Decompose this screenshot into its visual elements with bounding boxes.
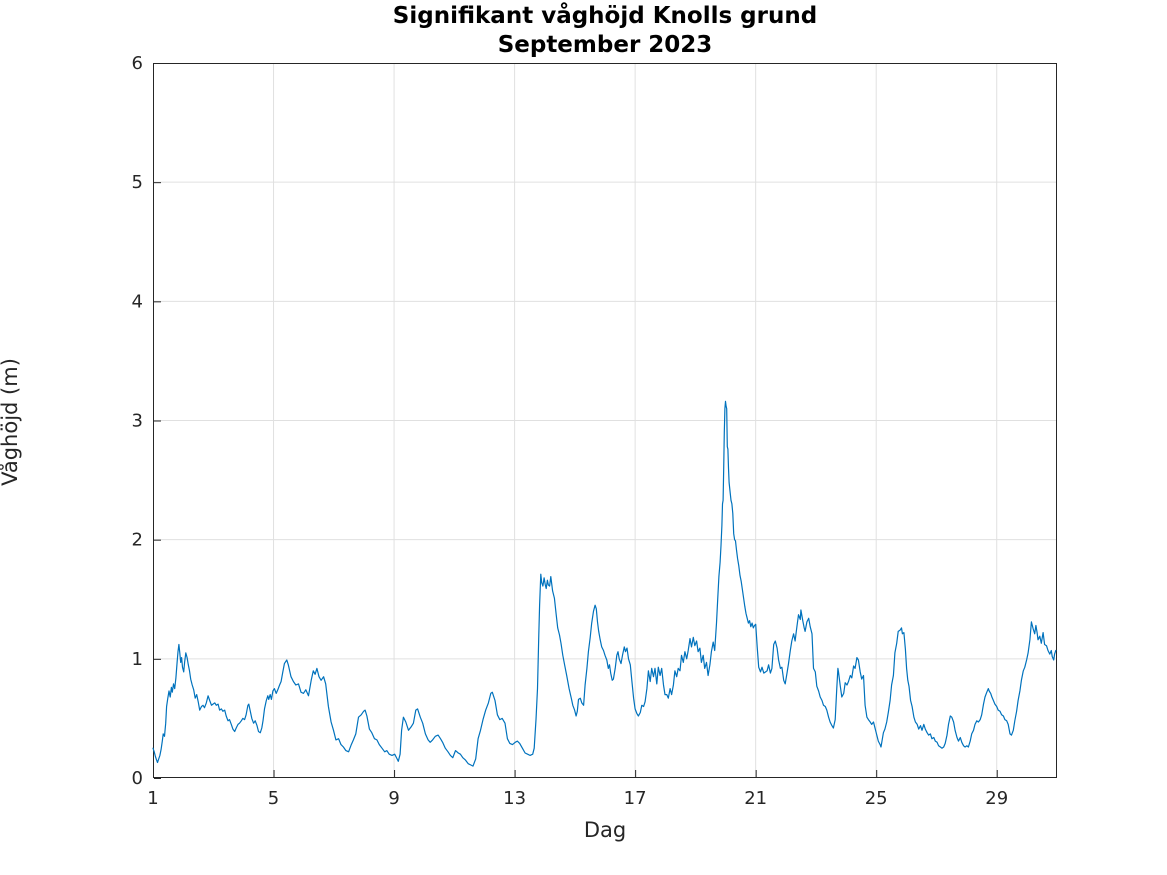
x-tick-label: 5	[268, 788, 279, 809]
x-tick-label: 9	[388, 788, 399, 809]
y-tick-label: 0	[132, 768, 143, 789]
y-tick-label: 6	[132, 53, 143, 74]
y-tick-label: 4	[132, 291, 143, 312]
x-tick-label: 21	[744, 788, 767, 809]
chart-title: Signifikant våghöjd Knolls grund Septemb…	[153, 2, 1057, 60]
axes-box	[153, 63, 1057, 778]
y-tick-label: 1	[132, 649, 143, 670]
wave-height-line	[152, 400, 1057, 767]
x-tick-label: 17	[624, 788, 647, 809]
x-axis-label: Dag	[583, 818, 627, 842]
x-tick-label: 29	[985, 788, 1008, 809]
chart-title-line1: Signifikant våghöjd Knolls grund	[392, 3, 818, 29]
y-axis-label: Våghöjd (m)	[0, 358, 22, 486]
y-tick-label: 5	[132, 172, 143, 193]
y-tick-label: 3	[132, 411, 143, 432]
y-tick-label: 2	[132, 530, 143, 551]
chart-title-line2: September 2023	[497, 32, 713, 58]
x-tick-label: 13	[503, 788, 526, 809]
x-tick-label: 25	[865, 788, 888, 809]
x-tick-label: 1	[147, 788, 158, 809]
